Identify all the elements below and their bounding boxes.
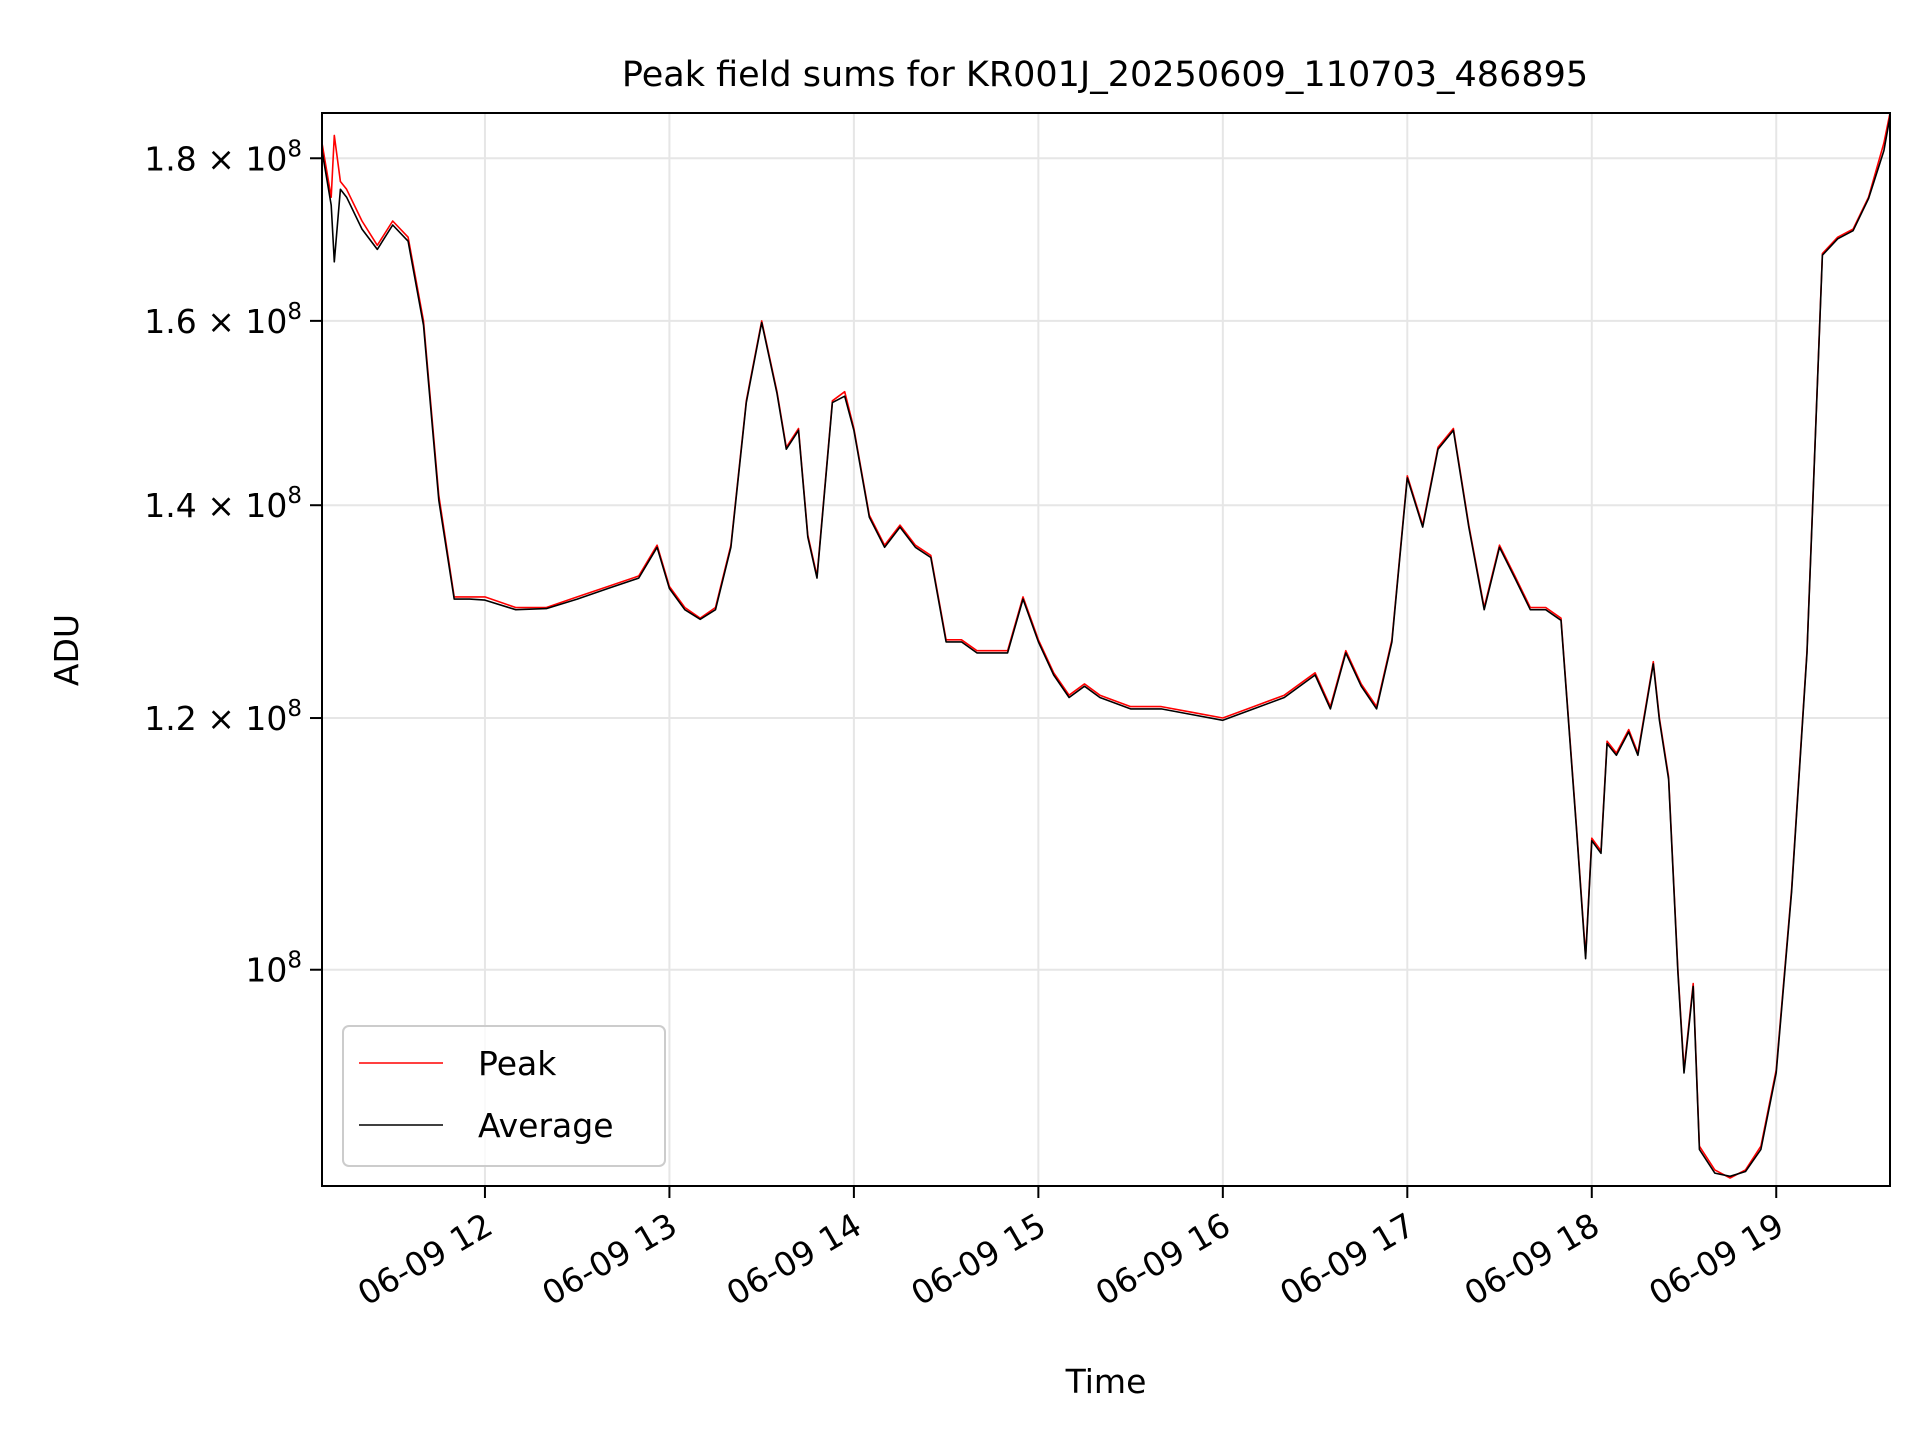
y-axis-label: ADU: [47, 614, 86, 686]
y-tick-exponent: 8: [287, 483, 302, 509]
y-tick-exponent: 8: [287, 696, 302, 722]
y-tick-label: 1.6 × 108: [144, 299, 302, 341]
series-layer: [321, 112, 1891, 1179]
y-tick-label: 1.4 × 108: [144, 483, 302, 525]
legend: Peak Average: [342, 1025, 666, 1167]
y-tick-mantissa: 1.2 × 10: [144, 699, 287, 738]
chart-title: Peak field sums for KR001J_20250609_1107…: [622, 55, 1588, 95]
y-tick-exponent: 8: [287, 299, 302, 325]
legend-box: [342, 1025, 666, 1167]
grid-layer: [322, 113, 1890, 1186]
y-tick-label: 1.8 × 108: [144, 136, 302, 178]
plot-frame: [321, 112, 1891, 1187]
y-tick-label: 108: [245, 948, 302, 990]
legend-label-average: Average: [478, 1106, 614, 1145]
y-tick-mantissa: 1.4 × 10: [144, 486, 287, 525]
y-tick-mantissa: 1.8 × 10: [144, 139, 287, 178]
y-tick-exponent: 8: [287, 948, 302, 974]
legend-label-peak: Peak: [478, 1044, 557, 1083]
x-axis-label: Time: [1065, 1362, 1147, 1401]
y-tick-exponent: 8: [287, 136, 302, 162]
y-tick-mantissa: 10: [245, 951, 287, 990]
series-line-average: [321, 116, 1891, 1178]
y-tick-label: 1.2 × 108: [144, 696, 302, 738]
y-tick-mantissa: 1.6 × 10: [144, 302, 287, 341]
